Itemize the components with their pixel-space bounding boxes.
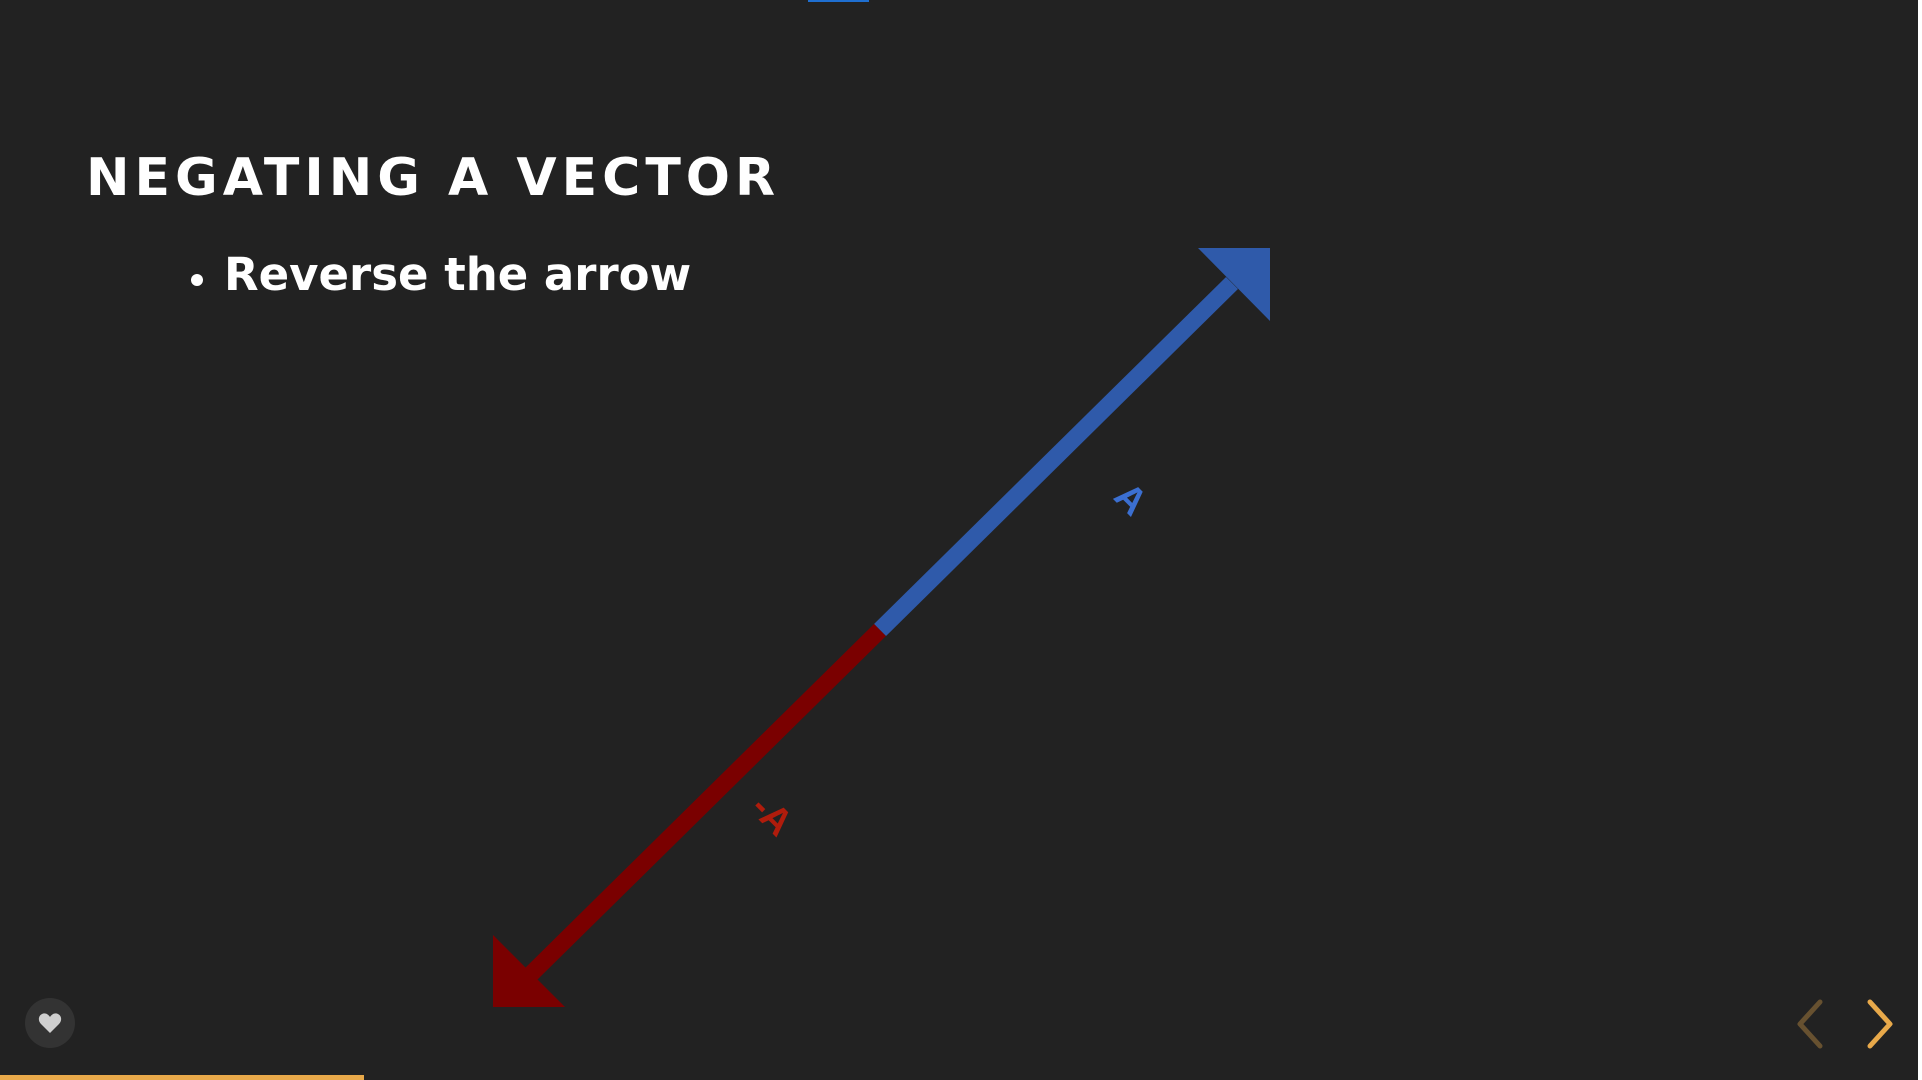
vector-neg-a-arrow: -A: [493, 623, 886, 1007]
vector-neg-a-shaft: [522, 623, 886, 984]
bullet-text: Reverse the arrow: [224, 248, 692, 301]
vector-a-shaft: [874, 276, 1238, 637]
slide-progress-bar: [0, 1075, 1918, 1080]
previous-slide-button[interactable]: [1788, 996, 1832, 1052]
slide-progress-fill: [0, 1075, 365, 1080]
top-indicator: [808, 0, 869, 2]
next-slide-button[interactable]: [1858, 996, 1902, 1052]
heart-icon: [38, 1013, 62, 1033]
like-button[interactable]: [25, 998, 75, 1048]
slide-title: NEGATING A VECTOR: [86, 148, 781, 208]
bullet-list: Reverse the arrow: [188, 248, 691, 301]
vector-a-label: A: [1106, 475, 1155, 524]
chevron-right-icon: [1867, 999, 1893, 1049]
vector-a-arrowhead: [1198, 248, 1270, 321]
bullet-dot: [191, 274, 203, 286]
vector-neg-a-label: -A: [742, 786, 800, 844]
chevron-left-icon: [1797, 999, 1823, 1049]
vector-neg-a-arrowhead: [493, 935, 565, 1007]
vector-a-arrow: A: [874, 248, 1270, 637]
bullet-item: Reverse the arrow: [188, 248, 691, 301]
